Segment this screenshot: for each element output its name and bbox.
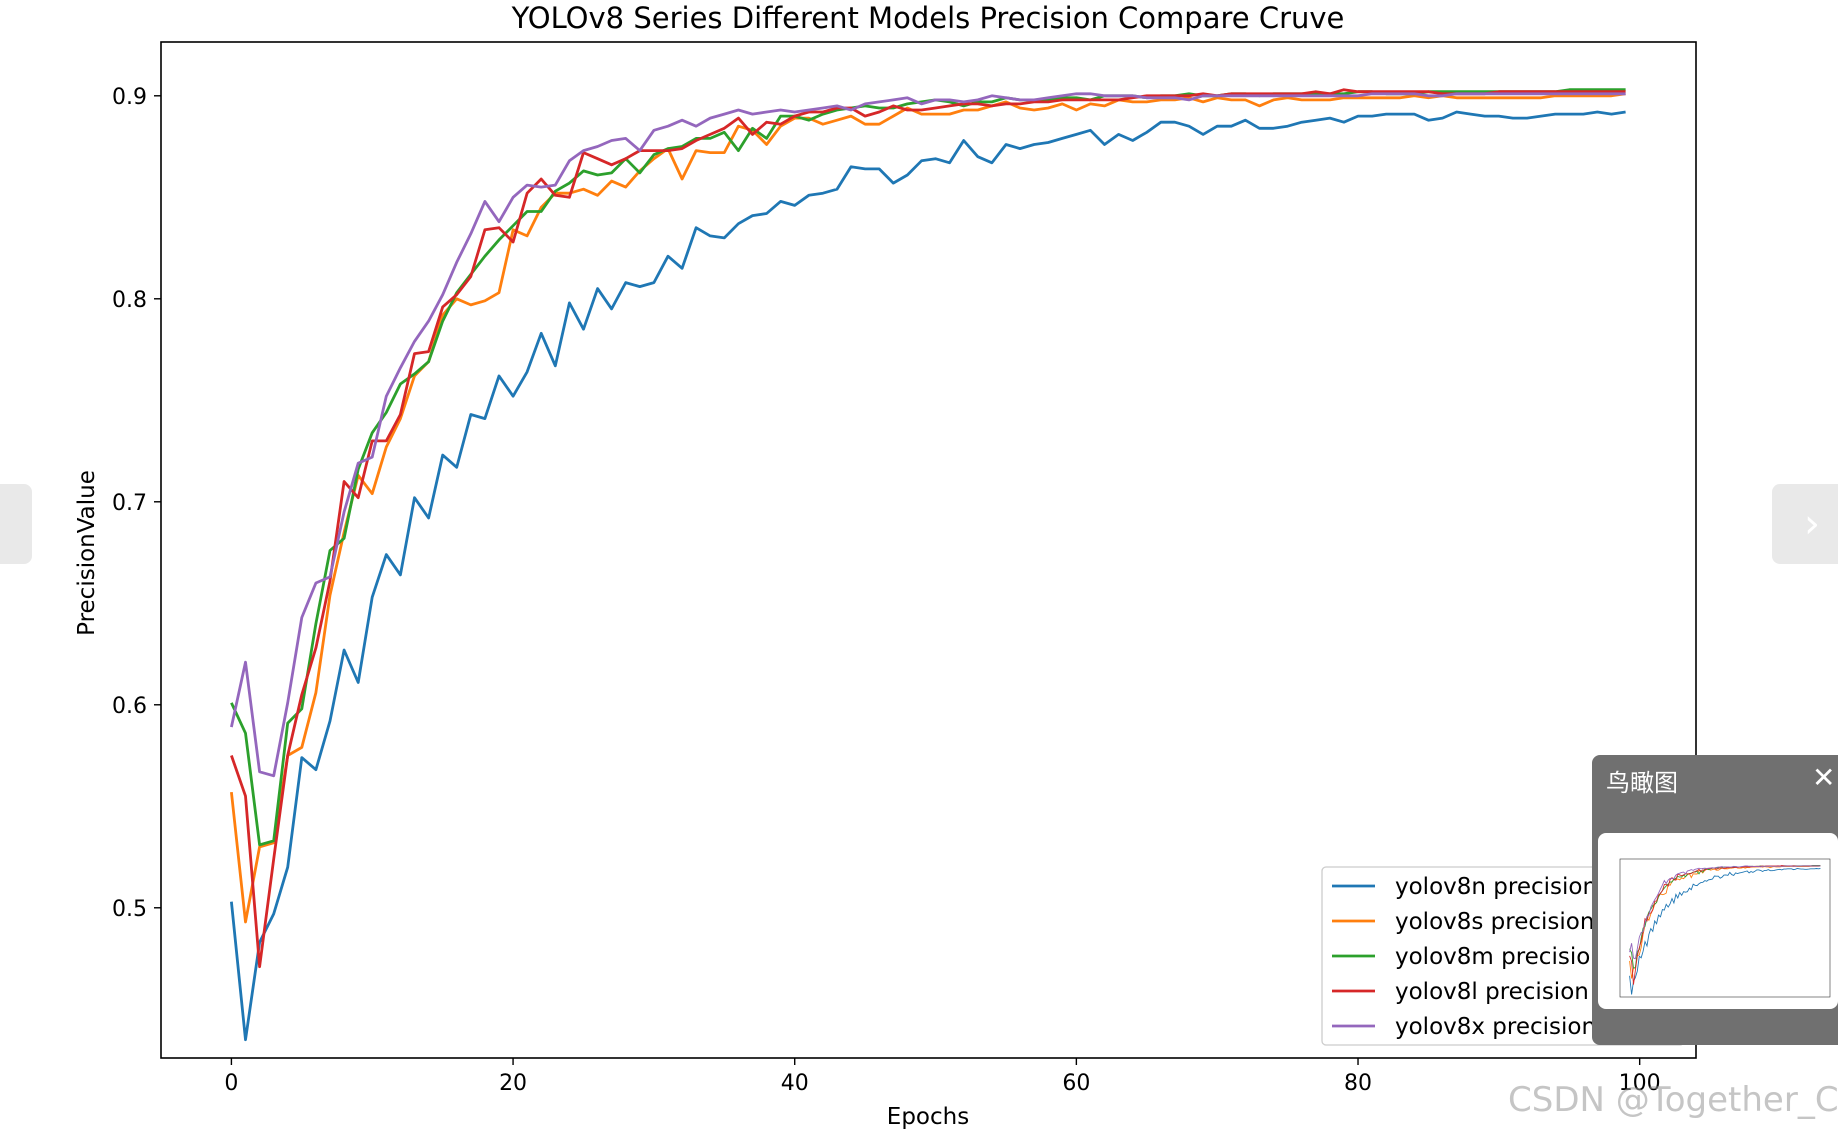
chevron-right-icon: › xyxy=(1804,501,1820,547)
next-image-button[interactable]: › xyxy=(1772,484,1838,564)
chart-title: YOLOv8 Series Different Models Precision… xyxy=(511,1,1345,35)
series-lines xyxy=(230,88,1626,1042)
plot-frame xyxy=(160,41,1697,1059)
overview-panel: 鸟瞰图 ✕ xyxy=(1592,755,1838,1045)
thumbnail-frame xyxy=(1619,858,1831,998)
y-tick-label: 0.9 xyxy=(112,85,147,110)
x-tick-label: 0 xyxy=(224,1071,238,1096)
y-axis: 0.5 0.6 0.7 0.8 0.9 xyxy=(112,85,161,922)
thumbnail-series-line-4 xyxy=(1629,865,1821,960)
y-axis-label: PrecisionValue xyxy=(74,470,100,636)
watermark: CSDN @Together_CZ xyxy=(1508,1080,1838,1120)
x-tick-label: 60 xyxy=(1062,1071,1090,1096)
thumbnail-series-line-1 xyxy=(1629,865,1821,979)
close-icon[interactable]: ✕ xyxy=(1812,761,1836,794)
overview-title: 鸟瞰图 xyxy=(1606,769,1678,797)
x-tick-label: 20 xyxy=(499,1071,527,1096)
x-tick-label: 100 xyxy=(1619,1071,1661,1096)
series-line-4 xyxy=(230,92,1626,778)
y-tick-label: 0.6 xyxy=(112,694,147,719)
series-line-0 xyxy=(230,110,1626,1042)
thumbnail-series-line-3 xyxy=(1629,865,1821,985)
overview-thumbnail[interactable] xyxy=(1598,833,1838,1009)
series-line-3 xyxy=(230,88,1626,969)
previous-image-button[interactable] xyxy=(0,484,32,564)
series-line-1 xyxy=(230,92,1626,924)
x-tick-label: 80 xyxy=(1344,1071,1372,1096)
thumbnail-chart xyxy=(1619,858,1831,998)
x-axis: 0 20 40 60 80 100 xyxy=(224,1058,1661,1096)
y-tick-label: 0.7 xyxy=(112,491,147,516)
y-tick-label: 0.5 xyxy=(112,897,147,922)
x-tick-label: 40 xyxy=(781,1071,809,1096)
thumbnail-series-line-0 xyxy=(1629,868,1821,995)
x-axis-label: Epochs xyxy=(887,1104,969,1130)
y-tick-label: 0.8 xyxy=(112,288,147,313)
